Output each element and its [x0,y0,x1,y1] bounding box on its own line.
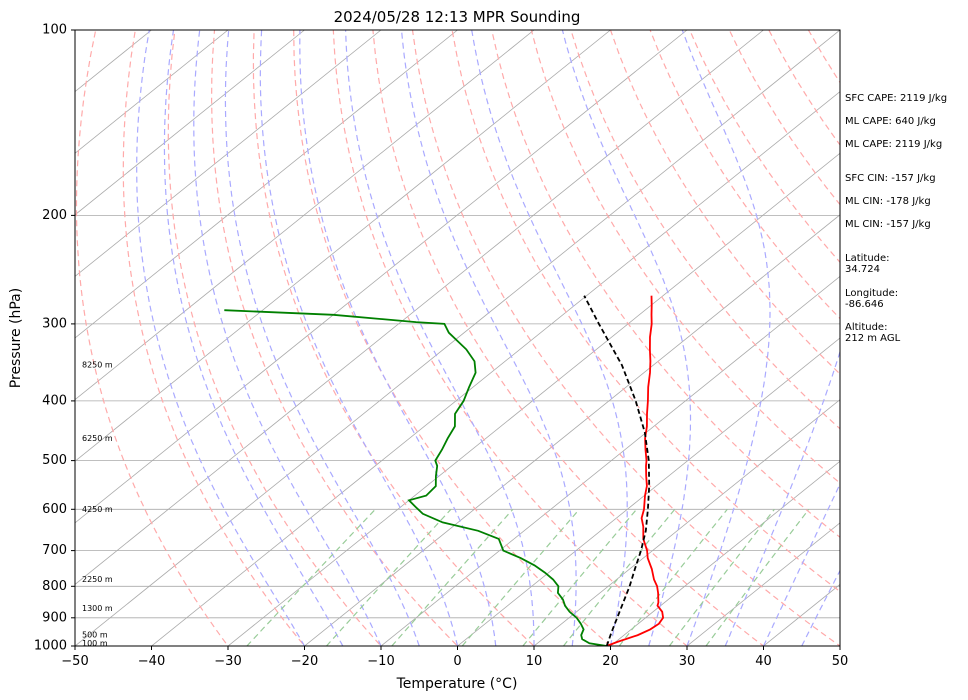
moist-adiabat-line [345,30,535,646]
height-label: 2250 m [82,575,113,584]
moist-adiabat-line [400,30,577,646]
dry-adiabat-line [210,30,459,646]
x-tick-label: 0 [453,654,461,669]
sfc-cin-label: SFC CIN: -157 J/kg [845,173,936,184]
dry-adiabat-line [570,30,840,430]
x-tick-label: 40 [755,654,772,669]
dry-adiabat-line [411,30,840,646]
y-tick-label: 600 [42,502,67,517]
y-tick-label: 1000 [34,639,67,654]
y-tick-label: 300 [42,316,67,331]
chart-series [224,295,665,646]
moist-adiabat-line [299,30,497,646]
chart-grid [75,30,840,646]
isotherm-line [75,30,305,216]
moist-adiabat-line [136,30,306,646]
longitude-label: Longitude: -86.646 [845,288,899,310]
mixing-ratio-line [246,508,376,646]
x-tick-label: −10 [367,654,394,669]
dewpoint-line [224,309,607,646]
isotherm-line [456,337,840,646]
chart-title: 2024/05/28 12:13 MPR Sounding [334,8,581,26]
y-tick-label: 400 [42,393,67,408]
moist-adiabat-line [724,30,840,646]
x-tick-label: 10 [526,654,543,669]
ml-cin-label-1: ML CIN: -178 J/kg [845,196,931,207]
sfc-cape-label: SFC CAPE: 2119 J/kg [845,93,948,104]
mixing-ratio-line [326,508,452,646]
moist-adiabat-line [681,30,771,646]
moist-adiabat-line [471,30,628,646]
latitude-label: Latitude: 34.724 [845,253,890,275]
dry-adiabat-line [491,30,840,539]
dry-adiabat-line [451,30,840,593]
height-label: 6250 m [82,434,113,443]
height-label: 8250 m [82,361,113,370]
isotherm-line [227,152,840,646]
ml-cape-label-1: ML CAPE: 640 J/kg [845,116,936,127]
mixing-ratio-line [705,508,810,646]
x-tick-label: −20 [291,654,318,669]
isotherm-line [75,30,840,646]
y-tick-label: 100 [42,23,67,38]
dry-adiabat-line [252,30,535,646]
y-tick-label: 700 [42,543,67,558]
dry-adiabat-line [122,30,306,646]
x-axis-label: Temperature (°C) [396,676,518,692]
mixing-ratio-line [461,508,580,646]
y-tick-label: 200 [42,208,67,223]
ml-cin-label-2: ML CIN: -157 J/kg [845,219,931,230]
y-axis: 100 200 300 400 500 600 700 800 900 1000 [34,23,75,654]
altitude-label: Altitude: 212 m AGL [845,322,901,344]
ml-cape-label-2: ML CAPE: 2119 J/kg [845,139,943,150]
isotherm-line [75,30,382,277]
mixing-ratio-line [522,508,638,646]
isotherm-line [686,522,840,646]
dry-adiabat-line [167,30,382,646]
y-axis-label: Pressure (hPa) [8,288,24,388]
height-label: 1300 m [82,604,113,613]
dry-adiabat-line [649,30,840,320]
height-label: 500 m [82,631,108,640]
isotherm-line [150,91,840,646]
height-label: 100 m [82,639,108,648]
isotherm-line [75,30,458,339]
x-tick-label: 20 [602,654,619,669]
x-tick-label: 30 [679,654,696,669]
moist-adiabat-line [561,30,692,646]
x-tick-label: −40 [138,654,165,669]
mixing-ratio-line [563,508,676,646]
dry-adiabat-line [609,30,840,375]
isotherm-line [303,214,840,646]
dry-adiabat-line [372,30,765,646]
y-tick-label: 900 [42,610,67,625]
isotherm-line [75,30,535,401]
x-tick-label: −50 [61,654,88,669]
dry-adiabat-line [75,30,229,646]
y-tick-label: 800 [42,579,67,594]
isotherm-line [75,30,229,154]
isotherm-line [75,30,764,585]
mixing-ratio-line [391,508,514,646]
moist-adiabat-line [224,30,420,646]
mixing-ratio-line [668,508,775,646]
isotherm-line [75,30,688,524]
height-label: 4250 m [82,505,113,514]
isotherm-line [75,30,611,462]
moist-adiabat-line [163,30,344,646]
dry-adiabat-line [530,30,840,484]
dry-adiabat-line [332,30,688,646]
parcel-line [583,295,651,646]
isotherm-line [609,460,840,646]
temperature-line [606,295,665,646]
moist-adiabat-line [259,30,459,646]
x-tick-label: −30 [214,654,241,669]
moist-adiabat-line [193,30,382,646]
x-axis: −50 −40 −30 −20 −10 0 10 20 30 40 50 [61,646,848,669]
x-tick-label: 50 [832,654,849,669]
y-tick-label: 500 [42,453,67,468]
mixing-ratio-line [618,508,728,646]
